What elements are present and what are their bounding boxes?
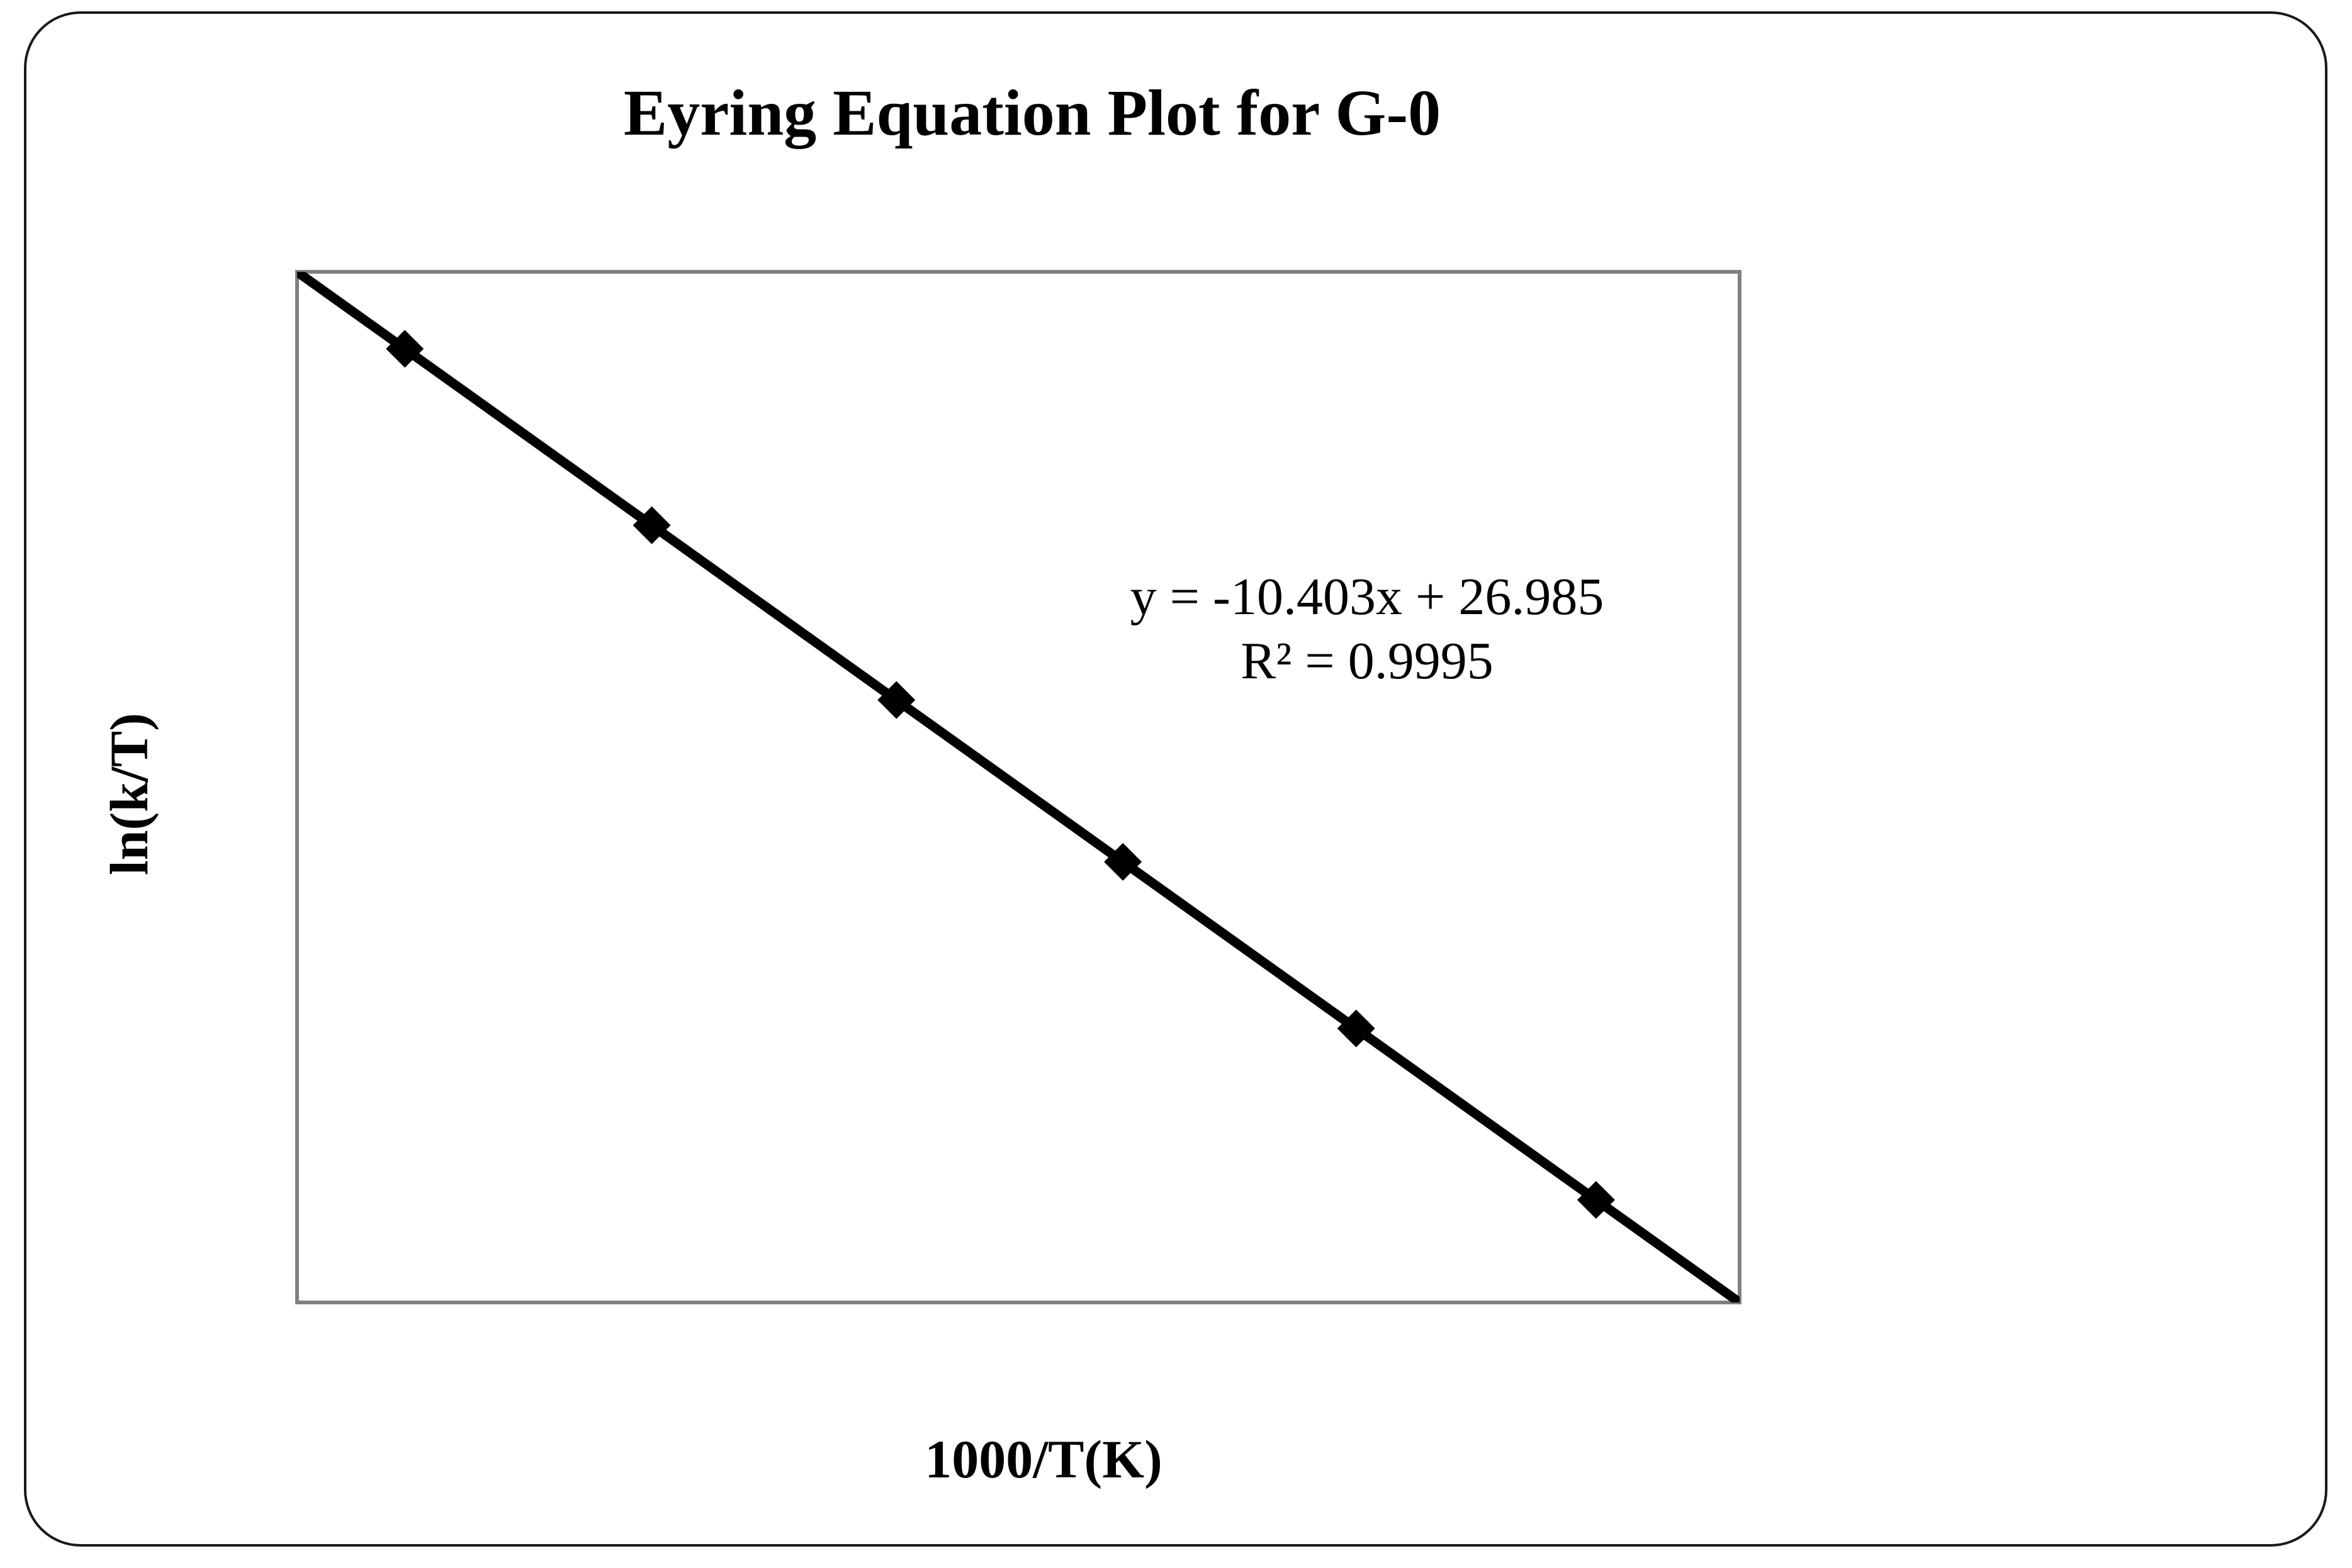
data-point — [1104, 843, 1142, 881]
trendline-annotation: y = -10.403x + 26.985 R² = 0.9995 — [1130, 568, 1604, 690]
trendline — [297, 272, 1740, 1302]
data-point — [386, 330, 424, 368]
marker-layer — [386, 330, 1615, 1219]
data-point — [633, 506, 671, 544]
x-axis-label: 1000/T(K) — [925, 1429, 1162, 1489]
trendline-equation: y = -10.403x + 26.985 — [1130, 568, 1604, 626]
plot-layer — [297, 272, 1740, 1302]
data-point — [1337, 1009, 1375, 1048]
chart-title: Eyring Equation Plot for G-0 — [624, 77, 1441, 149]
data-point — [877, 681, 916, 719]
data-point — [1577, 1180, 1615, 1219]
y-axis-label: ln(k/T) — [99, 713, 159, 875]
trendline-r-squared: R² = 0.9995 — [1241, 632, 1494, 690]
